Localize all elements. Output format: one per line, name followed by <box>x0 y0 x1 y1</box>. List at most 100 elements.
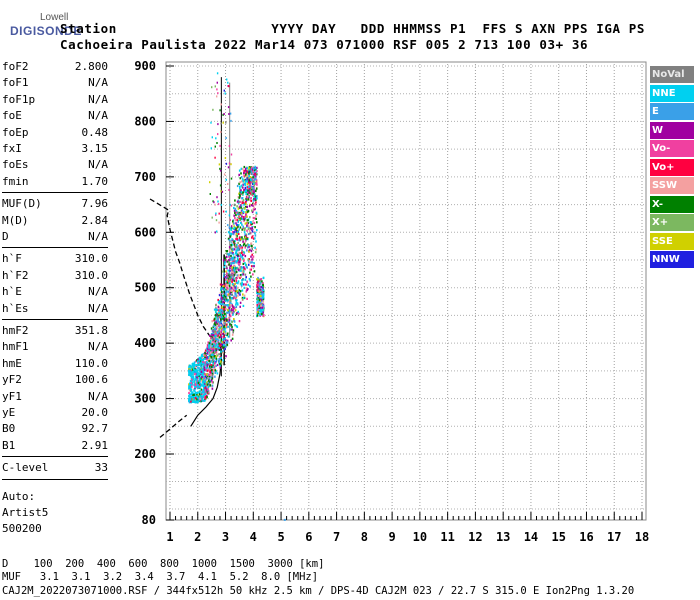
echo-point <box>262 293 265 296</box>
echo-point <box>235 279 238 282</box>
echo-point <box>191 398 194 401</box>
echo-point <box>218 332 220 336</box>
echo-point <box>232 253 235 256</box>
echo-point <box>239 238 241 241</box>
echo-point <box>242 253 244 257</box>
echo-point <box>219 313 221 316</box>
echo-point <box>237 267 239 270</box>
echo-point <box>228 246 231 249</box>
echo-point <box>230 243 232 247</box>
echo-point <box>234 199 236 202</box>
echo-point <box>252 180 254 183</box>
echo-point <box>200 377 202 380</box>
param-value: 3.15 <box>81 142 109 155</box>
echo-point <box>228 249 231 252</box>
echo-point <box>255 189 257 193</box>
echo-point <box>213 348 215 351</box>
echo-point <box>203 357 205 361</box>
echo-point <box>226 274 228 277</box>
echo-point <box>223 330 225 333</box>
echo-point <box>225 276 227 279</box>
echo-point <box>202 364 205 368</box>
echo-point <box>217 200 219 203</box>
param-separator <box>2 192 108 194</box>
echo-point <box>213 201 215 204</box>
echo-point <box>244 227 246 230</box>
echo-point <box>191 385 193 388</box>
echo-point <box>203 396 206 399</box>
echo-point <box>247 174 249 177</box>
echo-point <box>255 178 257 181</box>
echo-point <box>197 371 199 374</box>
echo-point <box>246 210 249 213</box>
echo-point <box>224 313 226 316</box>
echo-point <box>249 167 252 170</box>
y-tick-label: 600 <box>134 225 156 239</box>
echo-point <box>210 121 212 124</box>
echo-point <box>218 358 220 361</box>
echo-point <box>189 386 192 389</box>
param-key: h`F2 <box>2 268 29 282</box>
echo-point <box>216 363 219 367</box>
echo-point <box>229 227 232 230</box>
echo-point <box>223 294 226 297</box>
param-key: hmF1 <box>2 340 29 354</box>
echo-point <box>246 196 248 199</box>
echo-point <box>242 225 244 228</box>
echo-point <box>224 260 226 263</box>
echo-point <box>232 286 235 289</box>
echo-point <box>229 298 232 301</box>
echo-point <box>214 314 217 317</box>
echo-point <box>216 319 218 322</box>
echo-point <box>226 334 229 337</box>
echo-point <box>259 309 261 312</box>
echo-point <box>242 186 244 189</box>
echo-point <box>256 294 259 297</box>
echo-point <box>237 231 240 234</box>
echo-point <box>252 216 255 220</box>
echo-point <box>223 344 225 347</box>
echo-point <box>228 303 230 307</box>
y-tick-label: 200 <box>134 447 156 461</box>
echo-point <box>256 306 258 309</box>
echo-point <box>201 376 203 379</box>
echo-point <box>193 361 196 364</box>
echo-point <box>218 353 220 356</box>
param-key: hmF2 <box>2 324 29 337</box>
echo-point <box>245 234 247 238</box>
echo-point <box>244 241 246 244</box>
echo-point <box>256 289 259 292</box>
echo-point <box>248 167 250 170</box>
echo-point <box>240 238 242 241</box>
echo-point <box>200 358 202 361</box>
echo-point <box>213 368 215 372</box>
echo-point <box>240 191 243 194</box>
echo-point <box>203 370 205 374</box>
echo-point <box>188 391 190 395</box>
echo-point <box>196 387 199 390</box>
echo-point <box>213 356 216 360</box>
echo-point <box>232 312 235 315</box>
echo-point <box>246 171 249 174</box>
echo-point <box>225 314 227 317</box>
param-key: h`Es <box>2 301 29 315</box>
echo-point <box>214 85 216 88</box>
echo-point <box>262 311 264 314</box>
echo-point <box>226 267 228 270</box>
echo-point <box>242 180 245 183</box>
echo-point <box>219 167 221 170</box>
echo-point <box>249 285 251 288</box>
echo-point <box>214 334 217 337</box>
echo-point <box>209 361 211 364</box>
echo-point <box>262 300 265 303</box>
echo-point <box>202 373 204 376</box>
echo-point <box>192 399 195 402</box>
echo-point <box>214 203 216 206</box>
echo-point <box>240 266 243 269</box>
echo-point <box>259 298 262 301</box>
echo-point <box>238 312 240 315</box>
echo-point <box>250 261 252 264</box>
echo-point <box>210 351 212 354</box>
echo-point <box>241 218 243 221</box>
echo-point <box>214 231 216 234</box>
